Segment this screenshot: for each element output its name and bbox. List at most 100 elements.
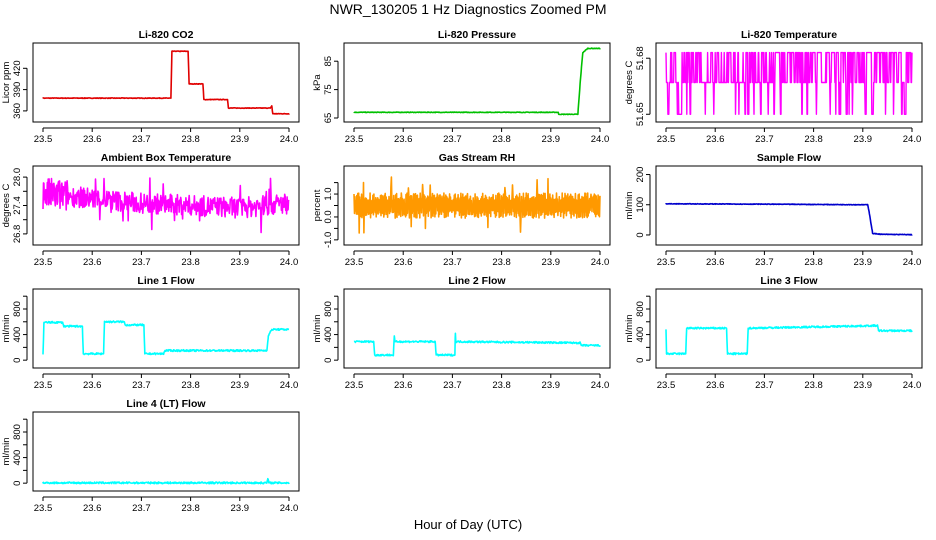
- plot-frame: [655, 165, 923, 246]
- y-tick-label: 0: [635, 232, 646, 237]
- x-tick-label: 23.7: [132, 503, 151, 514]
- x-tick-label: 23.8: [181, 257, 200, 268]
- y-tick-label: 200: [635, 167, 646, 183]
- y-axis-label: ml/min: [1, 315, 12, 343]
- panel-title: Line 4 (LT) Flow: [126, 398, 206, 410]
- series-line: [42, 50, 290, 115]
- panel-title: Sample Flow: [757, 152, 822, 164]
- panel-0: Li-820 CO2 23.5 23.6 23.7 23.8 23.9 24.0 360 390…: [1, 29, 300, 145]
- panel-title: Line 2 Flow: [448, 275, 506, 287]
- y-tick-label: 28.0: [12, 168, 23, 187]
- plot-frame: [655, 42, 923, 123]
- y-tick-label: 65: [323, 113, 334, 124]
- y-tick-label: 0: [635, 358, 646, 363]
- panel-title: Gas Stream RH: [439, 152, 515, 164]
- x-tick-label: 23.7: [755, 257, 774, 268]
- plot-frame: [32, 42, 300, 123]
- x-tick-label: 23.5: [657, 134, 676, 145]
- y-axis-label: ml/min: [1, 438, 12, 466]
- x-axis-title: Hour of Day (UTC): [413, 517, 523, 532]
- x-tick-label: 23.9: [854, 134, 873, 145]
- y-tick-label: 100: [635, 197, 646, 213]
- y-tick-label: 400: [12, 450, 23, 466]
- plot-frame: [32, 165, 300, 246]
- x-tick-label: 23.5: [657, 380, 676, 391]
- x-tick-label: 23.5: [345, 380, 364, 391]
- y-tick-label: 400: [323, 327, 334, 343]
- x-tick-label: 23.7: [755, 380, 774, 391]
- figure-title: NWR_130205 1 Hz Diagnostics Zoomed PM: [329, 1, 607, 17]
- x-tick-label: 23.9: [542, 380, 561, 391]
- x-tick-label: 23.8: [181, 134, 200, 145]
- x-tick-label: 24.0: [903, 134, 922, 145]
- x-tick-label: 23.6: [706, 257, 725, 268]
- x-tick-label: 23.9: [231, 134, 250, 145]
- x-tick-label: 23.8: [804, 380, 823, 391]
- x-tick-label: 23.9: [231, 380, 250, 391]
- series-line: [353, 332, 601, 357]
- x-tick-label: 24.0: [903, 257, 922, 268]
- y-axis-label: ml/min: [312, 315, 323, 343]
- x-tick-label: 23.6: [394, 380, 413, 391]
- series-line: [665, 202, 913, 236]
- y-tick-label: 0.0: [323, 210, 334, 223]
- series-line: [42, 477, 290, 485]
- x-tick-label: 23.8: [492, 134, 511, 145]
- x-tick-label: 23.7: [443, 380, 462, 391]
- x-tick-label: 23.7: [132, 257, 151, 268]
- series-line: [353, 176, 601, 234]
- x-tick-label: 23.9: [854, 380, 873, 391]
- x-tick-label: 23.9: [231, 257, 250, 268]
- y-axis-label: degrees C: [1, 183, 12, 227]
- x-tick-label: 23.9: [854, 257, 873, 268]
- x-tick-label: 23.7: [132, 134, 151, 145]
- panel-1: Li-820 Pressure 23.5 23.6 23.7 23.8 23.9 24.0 6…: [312, 29, 611, 145]
- panel-title: Li-820 CO2: [139, 29, 194, 41]
- x-tick-label: 23.7: [443, 257, 462, 268]
- x-tick-label: 23.9: [542, 257, 561, 268]
- y-axis-label: percent: [312, 189, 323, 221]
- x-tick-label: 23.7: [132, 380, 151, 391]
- x-tick-label: 23.5: [345, 257, 364, 268]
- x-tick-label: 23.5: [657, 257, 676, 268]
- panel-6: Line 1 Flow 23.5 23.6 23.7 23.8 23.9 24.0 0 400 8…: [1, 275, 300, 391]
- x-tick-label: 23.8: [804, 134, 823, 145]
- plot-frame: [32, 288, 300, 369]
- x-tick-label: 24.0: [591, 134, 610, 145]
- panel-4: Gas Stream RH 23.5 23.6 23.7 23.8 23.9 24.0 -1.…: [312, 152, 611, 268]
- y-tick-label: 400: [635, 327, 646, 343]
- x-tick-label: 23.5: [34, 134, 53, 145]
- y-tick-label: 400: [12, 327, 23, 343]
- x-tick-label: 24.0: [280, 134, 299, 145]
- x-tick-label: 23.9: [542, 134, 561, 145]
- x-tick-label: 23.6: [83, 257, 102, 268]
- x-tick-label: 24.0: [280, 503, 299, 514]
- y-axis-label: ml/min: [624, 192, 635, 220]
- y-tick-label: 0: [12, 358, 23, 363]
- y-axis-label: Licor ppm: [1, 62, 12, 104]
- y-axis-label: ml/min: [624, 315, 635, 343]
- y-tick-label: 26.8: [12, 225, 23, 244]
- panel-title: Line 3 Flow: [760, 275, 818, 287]
- x-tick-label: 23.8: [804, 257, 823, 268]
- y-tick-label: 0: [323, 358, 334, 363]
- panel-title: Li-820 Pressure: [438, 29, 516, 41]
- panel-2: Li-820 Temperature 23.5 23.6 23.7 23.8 23.9 24…: [624, 29, 923, 145]
- plot-frame: [655, 288, 923, 369]
- panel-title: Li-820 Temperature: [741, 29, 837, 41]
- x-tick-label: 23.6: [394, 257, 413, 268]
- panel-8: Line 3 Flow 23.5 23.6 23.7 23.8 23.9 24.0 0 400 8…: [624, 275, 923, 391]
- x-tick-label: 24.0: [280, 257, 299, 268]
- y-tick-label: 360: [12, 103, 23, 119]
- y-tick-label: -1.0: [323, 232, 334, 248]
- x-tick-label: 23.5: [345, 134, 364, 145]
- x-tick-label: 23.8: [181, 503, 200, 514]
- y-tick-label: 800: [635, 301, 646, 317]
- x-tick-label: 24.0: [903, 380, 922, 391]
- x-tick-label: 23.7: [755, 134, 774, 145]
- x-tick-label: 23.6: [83, 134, 102, 145]
- x-tick-label: 23.8: [181, 380, 200, 391]
- y-tick-label: 420: [12, 60, 23, 76]
- x-tick-label: 23.6: [706, 134, 725, 145]
